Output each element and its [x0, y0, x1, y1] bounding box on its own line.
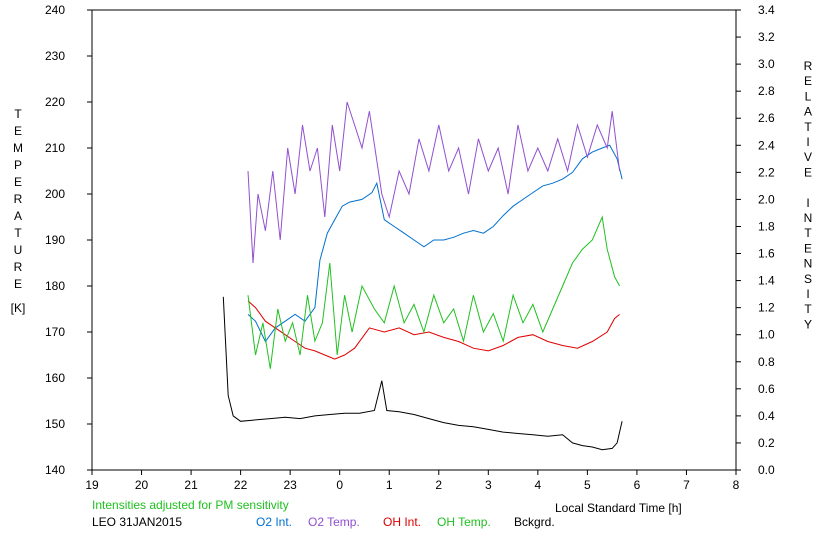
y-right-tick-label: 2.4: [758, 138, 775, 152]
x-tick-label: 4: [535, 478, 542, 492]
y-left-tick-label: 140: [45, 463, 65, 477]
x-tick-label: 19: [85, 478, 99, 492]
y-left-unit-label: [K]: [11, 301, 26, 315]
y-right-tick-label: 2.2: [758, 165, 775, 179]
y-right-label-letter: E: [804, 165, 812, 179]
y-right-label-letter: N: [804, 257, 813, 271]
x-tick-label: 1: [386, 478, 393, 492]
y-right-tick-label: 2.8: [758, 84, 775, 98]
y-left-label-letter: U: [14, 243, 23, 257]
y-right-label-letter: L: [805, 89, 812, 103]
y-right-tick-label: 1.6: [758, 247, 775, 261]
y-right-label-letter: I: [806, 135, 809, 149]
y-left-tick-label: 180: [45, 279, 65, 293]
y-left-label-letter: T: [14, 226, 22, 240]
x-tick-label: 8: [733, 478, 740, 492]
legend-entry: OH Temp.: [437, 515, 491, 529]
x-axis-label: Local Standard Time [h]: [555, 501, 682, 515]
y-right-label-letter: R: [804, 59, 813, 73]
y-right-tick-label: 2.6: [758, 111, 775, 125]
y-right-tick-label: 0.6: [758, 382, 775, 396]
y-right-label-letter: E: [804, 74, 812, 88]
x-tick-label: 23: [283, 478, 297, 492]
y-right-tick-label: 3.0: [758, 57, 775, 71]
legend-entry: OH Int.: [383, 515, 421, 529]
y-right-label-letter: T: [804, 120, 812, 134]
y-right-label-letter: S: [804, 272, 812, 286]
x-tick-label: 3: [485, 478, 492, 492]
y-left-tick-label: 150: [45, 417, 65, 431]
y-right-ticks: 0.0 0.2 0.4 0.6 0.8 1.0 1.2 1.4 1.6 1.8 2.0 2.2 2.4 2…: [736, 3, 775, 477]
y-left-label-letter: E: [14, 277, 22, 291]
y-left-label-letter: A: [14, 209, 22, 223]
y-right-tick-label: 1.4: [758, 274, 775, 288]
y-left-tick-label: 210: [45, 141, 65, 155]
y-left-tick-label: 170: [45, 325, 65, 339]
y-left-label-letter: E: [14, 124, 22, 138]
y-left-tick-label: 160: [45, 371, 65, 385]
legend-entry: Bckgrd.: [514, 515, 555, 529]
y-left-label-letter: R: [14, 192, 23, 206]
legend: O2 Int. O2 Temp. OH Int. OH Temp. Bckgrd.: [256, 515, 555, 529]
sensitivity-note: Intensities adjusted for PM sensitivity: [92, 498, 289, 512]
y-right-tick-label: 2.0: [758, 192, 775, 206]
y-right-label-letter: A: [804, 105, 812, 119]
y-left-ticks: 140 150 160 170 180 190 200 210 220 230 240: [45, 3, 92, 477]
x-tick-label: 5: [584, 478, 591, 492]
y-left-tick-label: 240: [45, 3, 65, 17]
y-left-tick-label: 230: [45, 49, 65, 63]
series-line-bckgrd: [222, 296, 623, 451]
y-right-tick-label: 1.2: [758, 301, 775, 315]
y-right-tick-label: 3.2: [758, 30, 775, 44]
series-line-o2-temp: [247, 101, 621, 264]
y-left-tick-label: 190: [45, 233, 65, 247]
x-tick-label: 2: [435, 478, 442, 492]
y-left-tick-label: 220: [45, 95, 65, 109]
y-left-label-letter: M: [13, 141, 23, 155]
y-right-tick-label: 3.4: [758, 3, 775, 17]
x-tick-label: 0: [336, 478, 343, 492]
y-right-label-letter: N: [804, 211, 813, 225]
y-right-label-letter: I: [806, 196, 809, 210]
x-tick-label: 21: [184, 478, 198, 492]
series-layer: [222, 101, 623, 451]
y-right-label-letter: I: [806, 287, 809, 301]
x-tick-label: 7: [683, 478, 690, 492]
y-left-label-letter: E: [14, 175, 22, 189]
x-tick-label: 22: [234, 478, 248, 492]
series-line-oh-temp: [247, 215, 621, 369]
y-right-label-letter: T: [804, 226, 812, 240]
y-left-label-letter: P: [14, 158, 22, 172]
legend-entry: O2 Int.: [256, 515, 292, 529]
station-label: LEO 31JAN2015: [92, 515, 182, 529]
y-right-tick-label: 1.8: [758, 219, 775, 233]
y-left-tick-label: 200: [45, 187, 65, 201]
x-tick-label: 20: [135, 478, 149, 492]
x-tick-label: 6: [634, 478, 641, 492]
y-right-label-letter: Y: [804, 317, 812, 331]
y-right-label-letter: V: [804, 150, 812, 164]
y-right-tick-label: 0.2: [758, 436, 775, 450]
y-left-label-letter: R: [14, 260, 23, 274]
y-right-tick-label: 0.4: [758, 409, 775, 423]
x-ticks: 19 20 21 22 23 0 1 2 3 4 5 6 7 8: [85, 470, 740, 492]
legend-entry: O2 Temp.: [308, 515, 360, 529]
y-right-tick-label: 0.8: [758, 355, 775, 369]
y-right-tick-label: 1.0: [758, 328, 775, 342]
series-line-oh-int: [247, 300, 620, 360]
y-left-label-letter: T: [14, 107, 22, 121]
series-line-o2-int: [247, 144, 623, 343]
y-right-tick-label: 0.0: [758, 463, 775, 477]
y-right-label-letter: T: [804, 302, 812, 316]
y-right-label-letter: E: [804, 241, 812, 255]
